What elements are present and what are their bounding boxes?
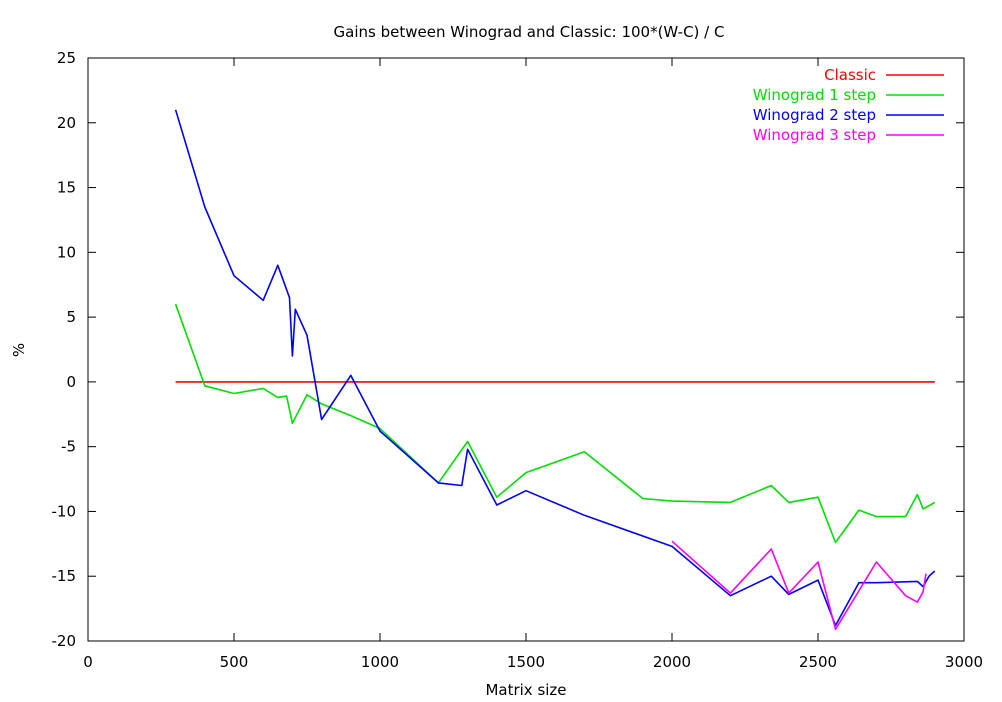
series-line-winograd-2-step — [174, 109, 936, 627]
legend-label-winograd-1-step: Winograd 1 step — [753, 86, 876, 104]
x-tick-label: 3000 — [945, 653, 983, 671]
x-tick-label: 1000 — [361, 653, 399, 671]
y-tick-label: -15 — [52, 567, 77, 585]
legend-label-winograd-2-step: Winograd 2 step — [753, 106, 876, 124]
chart-title: Gains between Winograd and Classic: 100*… — [334, 23, 725, 41]
x-axis-title: Matrix size — [485, 681, 566, 699]
y-tick-label: 20 — [57, 114, 76, 132]
y-tick-label: 0 — [66, 373, 76, 391]
y-tick-label: -5 — [61, 438, 76, 456]
x-tick-label: 500 — [220, 653, 249, 671]
y-tick-label: -20 — [52, 632, 77, 650]
x-tick-label: 0 — [83, 653, 93, 671]
legend-label-classic: Classic — [824, 66, 876, 84]
plot-frame — [87, 57, 965, 642]
x-tick-label: 2000 — [653, 653, 691, 671]
y-tick-label: -10 — [52, 502, 77, 520]
x-tick-label: 2500 — [799, 653, 837, 671]
x-tick-label: 1500 — [507, 653, 545, 671]
y-tick-label: 10 — [57, 243, 76, 261]
y-tick-label: 5 — [66, 308, 76, 326]
series-line-winograd-1-step — [174, 303, 936, 544]
legend: Classic Winograd 1 step Winograd 2 step Win… — [753, 66, 944, 144]
axis-ticks: 0 500 1000 1500 2000 2500 3000 -20 -15 -10 -5 0 5 10 1… — [52, 49, 984, 671]
legend-label-winograd-3-step: Winograd 3 step — [753, 126, 876, 144]
series-lines — [174, 109, 936, 631]
series-line-winograd-3-step — [671, 540, 927, 631]
y-tick-label: 25 — [57, 49, 76, 67]
y-axis-title: % — [10, 343, 28, 357]
y-tick-label: 15 — [57, 179, 76, 197]
